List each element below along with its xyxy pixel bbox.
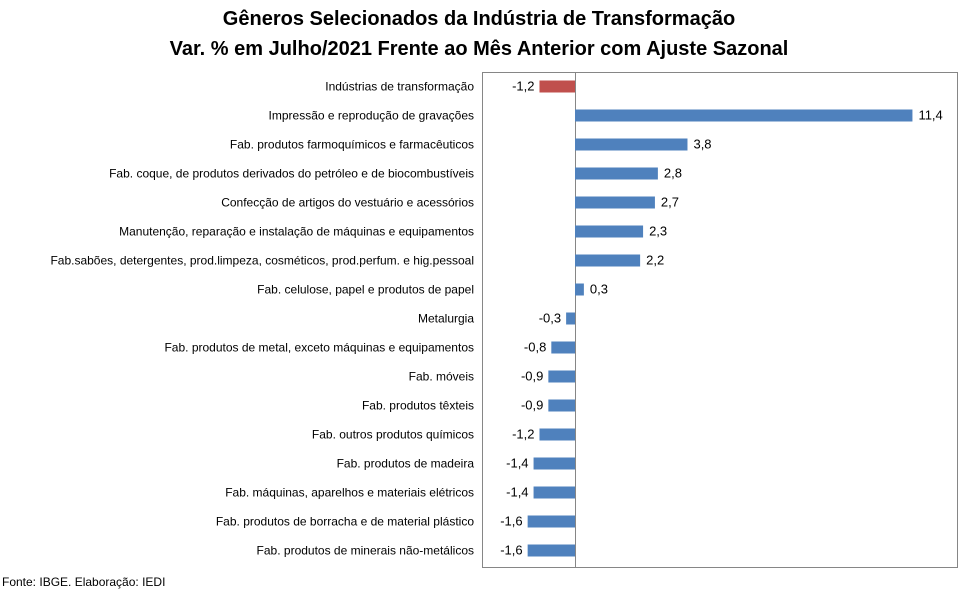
category-label: Metalurgia [418, 312, 474, 326]
bar [539, 80, 575, 93]
bar [575, 196, 655, 209]
data-label: -1,4 [506, 485, 528, 500]
data-label: -1,2 [512, 427, 534, 442]
data-label: 3,8 [693, 137, 711, 152]
data-label: -1,4 [506, 456, 528, 471]
data-label: 2,3 [649, 224, 667, 239]
category-label: Fab. produtos farmoquímicos e farmacêuti… [230, 138, 474, 152]
category-label: Fab. celulose, papel e produtos de papel [257, 283, 474, 297]
category-label: Fab. produtos de madeira [337, 457, 475, 471]
category-label: Fab. produtos têxteis [362, 399, 474, 413]
bar [539, 428, 575, 441]
bar [575, 167, 658, 180]
category-label: Fab. coque, de produtos derivados do pet… [109, 167, 474, 181]
category-label: Fab.sabões, detergentes, prod.limpeza, c… [50, 254, 474, 268]
source-note: Fonte: IBGE. Elaboração: IEDI [2, 575, 166, 589]
data-label: 2,7 [661, 195, 679, 210]
category-label: Impressão e reprodução de gravações [269, 109, 474, 123]
data-label: -0,3 [539, 311, 561, 326]
data-label: -1,6 [500, 543, 522, 558]
category-label: Confecção de artigos do vestuário e aces… [221, 196, 474, 210]
bar [575, 225, 644, 238]
data-label: 2,2 [646, 253, 664, 268]
category-label: Manutenção, reparação e instalação de má… [119, 225, 474, 239]
bar [575, 109, 913, 122]
data-label: 2,8 [664, 166, 682, 181]
bar [548, 370, 575, 383]
chart-subtitle: Var. % em Julho/2021 Frente ao Mês Anter… [169, 38, 789, 60]
category-label: Fab. máquinas, aparelhos e materiais elé… [225, 486, 474, 500]
bar [527, 544, 575, 557]
bar [533, 457, 575, 470]
category-label: Fab. produtos de minerais não-metálicos [257, 544, 474, 558]
category-label: Fab. produtos de metal, exceto máquinas … [164, 341, 474, 355]
bar [548, 399, 575, 412]
data-label: -1,2 [512, 79, 534, 94]
data-label: 0,3 [590, 282, 608, 297]
bar [566, 312, 575, 325]
data-label: 11,4 [918, 108, 942, 123]
bar [551, 341, 575, 354]
data-label: -0,9 [521, 369, 543, 384]
category-label: Indústrias de transformação [325, 80, 474, 94]
chart-title: Gêneros Selecionados da Indústria de Tra… [222, 8, 736, 30]
bar [533, 486, 575, 499]
bar [575, 254, 641, 267]
category-label: Fab. produtos de borracha e de material … [216, 515, 474, 529]
bar [527, 515, 575, 528]
category-label: Fab. móveis [409, 370, 474, 384]
bar [575, 138, 688, 151]
data-label: -1,6 [500, 514, 522, 529]
bar [575, 283, 584, 296]
category-label: Fab. outros produtos químicos [312, 428, 474, 442]
data-label: -0,8 [524, 340, 546, 355]
data-label: -0,9 [521, 398, 543, 413]
